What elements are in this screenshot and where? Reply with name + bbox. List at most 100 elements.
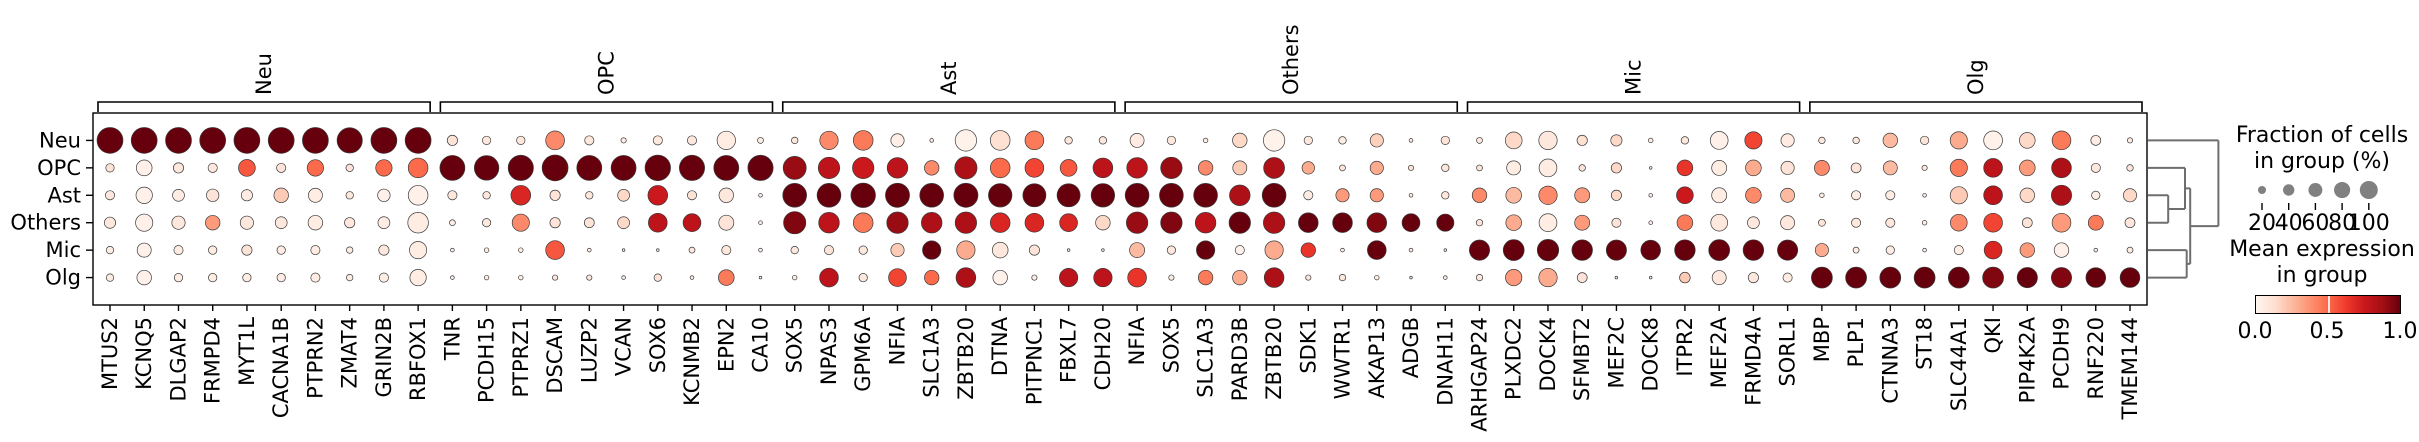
dot-opc-vcan [610, 155, 637, 181]
dot-mic-kcnq5 [136, 242, 152, 258]
dot-mic-ptprn2 [310, 245, 321, 256]
dot-ast-ptprn2 [308, 187, 323, 203]
dot-opc-ptprn2 [306, 159, 324, 177]
dot-olg-npas3 [819, 267, 839, 288]
dot-olg-luzp2 [586, 274, 593, 281]
row-label-neu: Neu [39, 128, 81, 152]
dot-others-npas3 [818, 212, 840, 234]
dot-opc-grin2b [375, 159, 393, 177]
gene-label-mbp: MBP [1810, 317, 1834, 362]
dot-others-tnr [449, 219, 456, 227]
colorbar-mid-tick [2328, 296, 2330, 313]
dot-mic-pcdh9 [2053, 242, 2070, 258]
gene-label-ca10: CA10 [749, 317, 773, 373]
dot-others-kcnmb2 [682, 213, 702, 232]
dot-mic-sox6 [656, 248, 660, 252]
dot-ast-plxdc2 [1505, 187, 1522, 204]
dot-opc-sorl1 [1780, 160, 1795, 175]
dot-opc-plxdc2 [1506, 160, 1522, 176]
dot-opc-npas3 [817, 156, 841, 179]
dot-ast-nfia [1124, 183, 1150, 208]
dot-mic-plxdc2 [1502, 239, 1525, 261]
dot-opc-mtus2 [105, 163, 115, 173]
dot-neu-pitpnc1 [1024, 130, 1045, 151]
dot-ast-cdh20 [1090, 183, 1116, 208]
dot-opc-dtna [989, 157, 1011, 179]
dot-others-tmem144 [2124, 217, 2136, 229]
dot-ast-pcdh9 [2051, 184, 2072, 206]
dot-mic-pcdh15 [483, 247, 490, 253]
gene-label-rnf220: RNF220 [2084, 317, 2108, 399]
dot-ast-zbtb20 [1261, 183, 1287, 208]
dot-mic-pitpnc1 [1028, 244, 1040, 256]
dot-others-luzp2 [583, 217, 595, 229]
group-label-olg: Olg [1964, 59, 1988, 95]
dot-ast-ca10 [758, 193, 763, 198]
dot-others-vcan [617, 216, 630, 229]
dot-mic-dscam [545, 240, 565, 260]
dot-ast-dtna [988, 183, 1013, 208]
dot-others-mtus2 [104, 216, 116, 229]
size-legend-value: 80 [2328, 211, 2357, 236]
dot-others-kcnq5 [135, 213, 154, 232]
dot-mic-cdh20 [1101, 248, 1105, 252]
gene-label-mef2a: MEF2A [1707, 316, 1731, 388]
dot-neu-pcdh15 [482, 135, 492, 145]
group-label-others: Others [1279, 24, 1303, 95]
gene-label-nfia: NFIA [1125, 316, 1149, 365]
dot-olg-pcdh15 [483, 274, 490, 281]
dot-opc-wwtr1 [1339, 164, 1346, 172]
dot-olg-tmem144 [2119, 267, 2141, 288]
dot-neu-slc44a1 [1949, 131, 1968, 150]
dot-opc-itpr2 [1676, 159, 1694, 177]
dot-neu-dtna [989, 130, 1011, 151]
row-label-olg: Olg [45, 266, 81, 290]
dot-ast-sfmbt2 [1574, 187, 1591, 204]
dot-opc-tnr [439, 155, 466, 181]
dot-neu-ca10 [757, 137, 764, 144]
dot-mic-dock4 [1536, 239, 1560, 262]
dot-others-epn2 [718, 214, 735, 231]
dot-mic-frmpd4 [208, 245, 218, 255]
gene-label-npas3: NPAS3 [817, 317, 841, 385]
dot-others-ctnna3 [1885, 217, 1896, 228]
dot-others-pitpnc1 [1024, 212, 1045, 233]
dot-opc-nfia [886, 157, 909, 179]
dot-neu-frmd4a [1744, 131, 1763, 150]
color-legend-title-line1: Mean expression [2229, 237, 2415, 262]
gene-label-wwtr1: WWTR1 [1331, 317, 1355, 399]
dot-others-zbtb20 [1263, 211, 1286, 234]
dot-ast-rbfox1 [407, 185, 429, 206]
dot-olg-dock4 [1538, 268, 1558, 288]
dot-olg-tnr [450, 275, 455, 280]
dot-olg-pard3b [1232, 269, 1248, 286]
gene-label-plxdc2: PLXDC2 [1502, 317, 1526, 400]
dot-others-pcdh9 [2051, 212, 2072, 233]
dot-others-slc1a3 [921, 212, 943, 234]
dot-neu-mef2c [1610, 134, 1623, 147]
dot-neu-nfia [890, 133, 905, 148]
dot-olg-pitpnc1 [1031, 274, 1038, 281]
size-legend-dots [2257, 181, 2378, 210]
dot-ast-ptprz1 [510, 185, 532, 206]
dot-others-plxdc2 [1505, 214, 1522, 231]
gene-label-kcnq5: KCNQ5 [132, 317, 156, 390]
dot-opc-slc1a3 [924, 160, 940, 176]
dot-neu-sox5 [791, 136, 799, 145]
group-bracket-ast [781, 101, 1116, 112]
dot-others-pip4k2a [2021, 217, 2033, 229]
dot-opc-mef2c [1610, 162, 1622, 174]
dot-ast-zmat4 [345, 191, 354, 200]
dot-mic-zmat4 [346, 246, 354, 254]
dot-neu-wwtr1 [1338, 136, 1347, 145]
group-label-ast: Ast [937, 61, 961, 95]
dot-others-itpr2 [1676, 214, 1694, 231]
dot-neu-rbfox1 [404, 127, 432, 154]
dot-mic-mbp [1814, 243, 1829, 258]
dot-mic-adgb [1408, 247, 1414, 253]
dot-ast-sox6 [647, 185, 669, 206]
gene-label-ptprz1: PTPRZ1 [509, 317, 533, 398]
gene-label-plp1: PLP1 [1844, 317, 1868, 367]
dot-mic-sox5 [790, 245, 799, 255]
dot-others-slc1a3 [1194, 212, 1217, 234]
